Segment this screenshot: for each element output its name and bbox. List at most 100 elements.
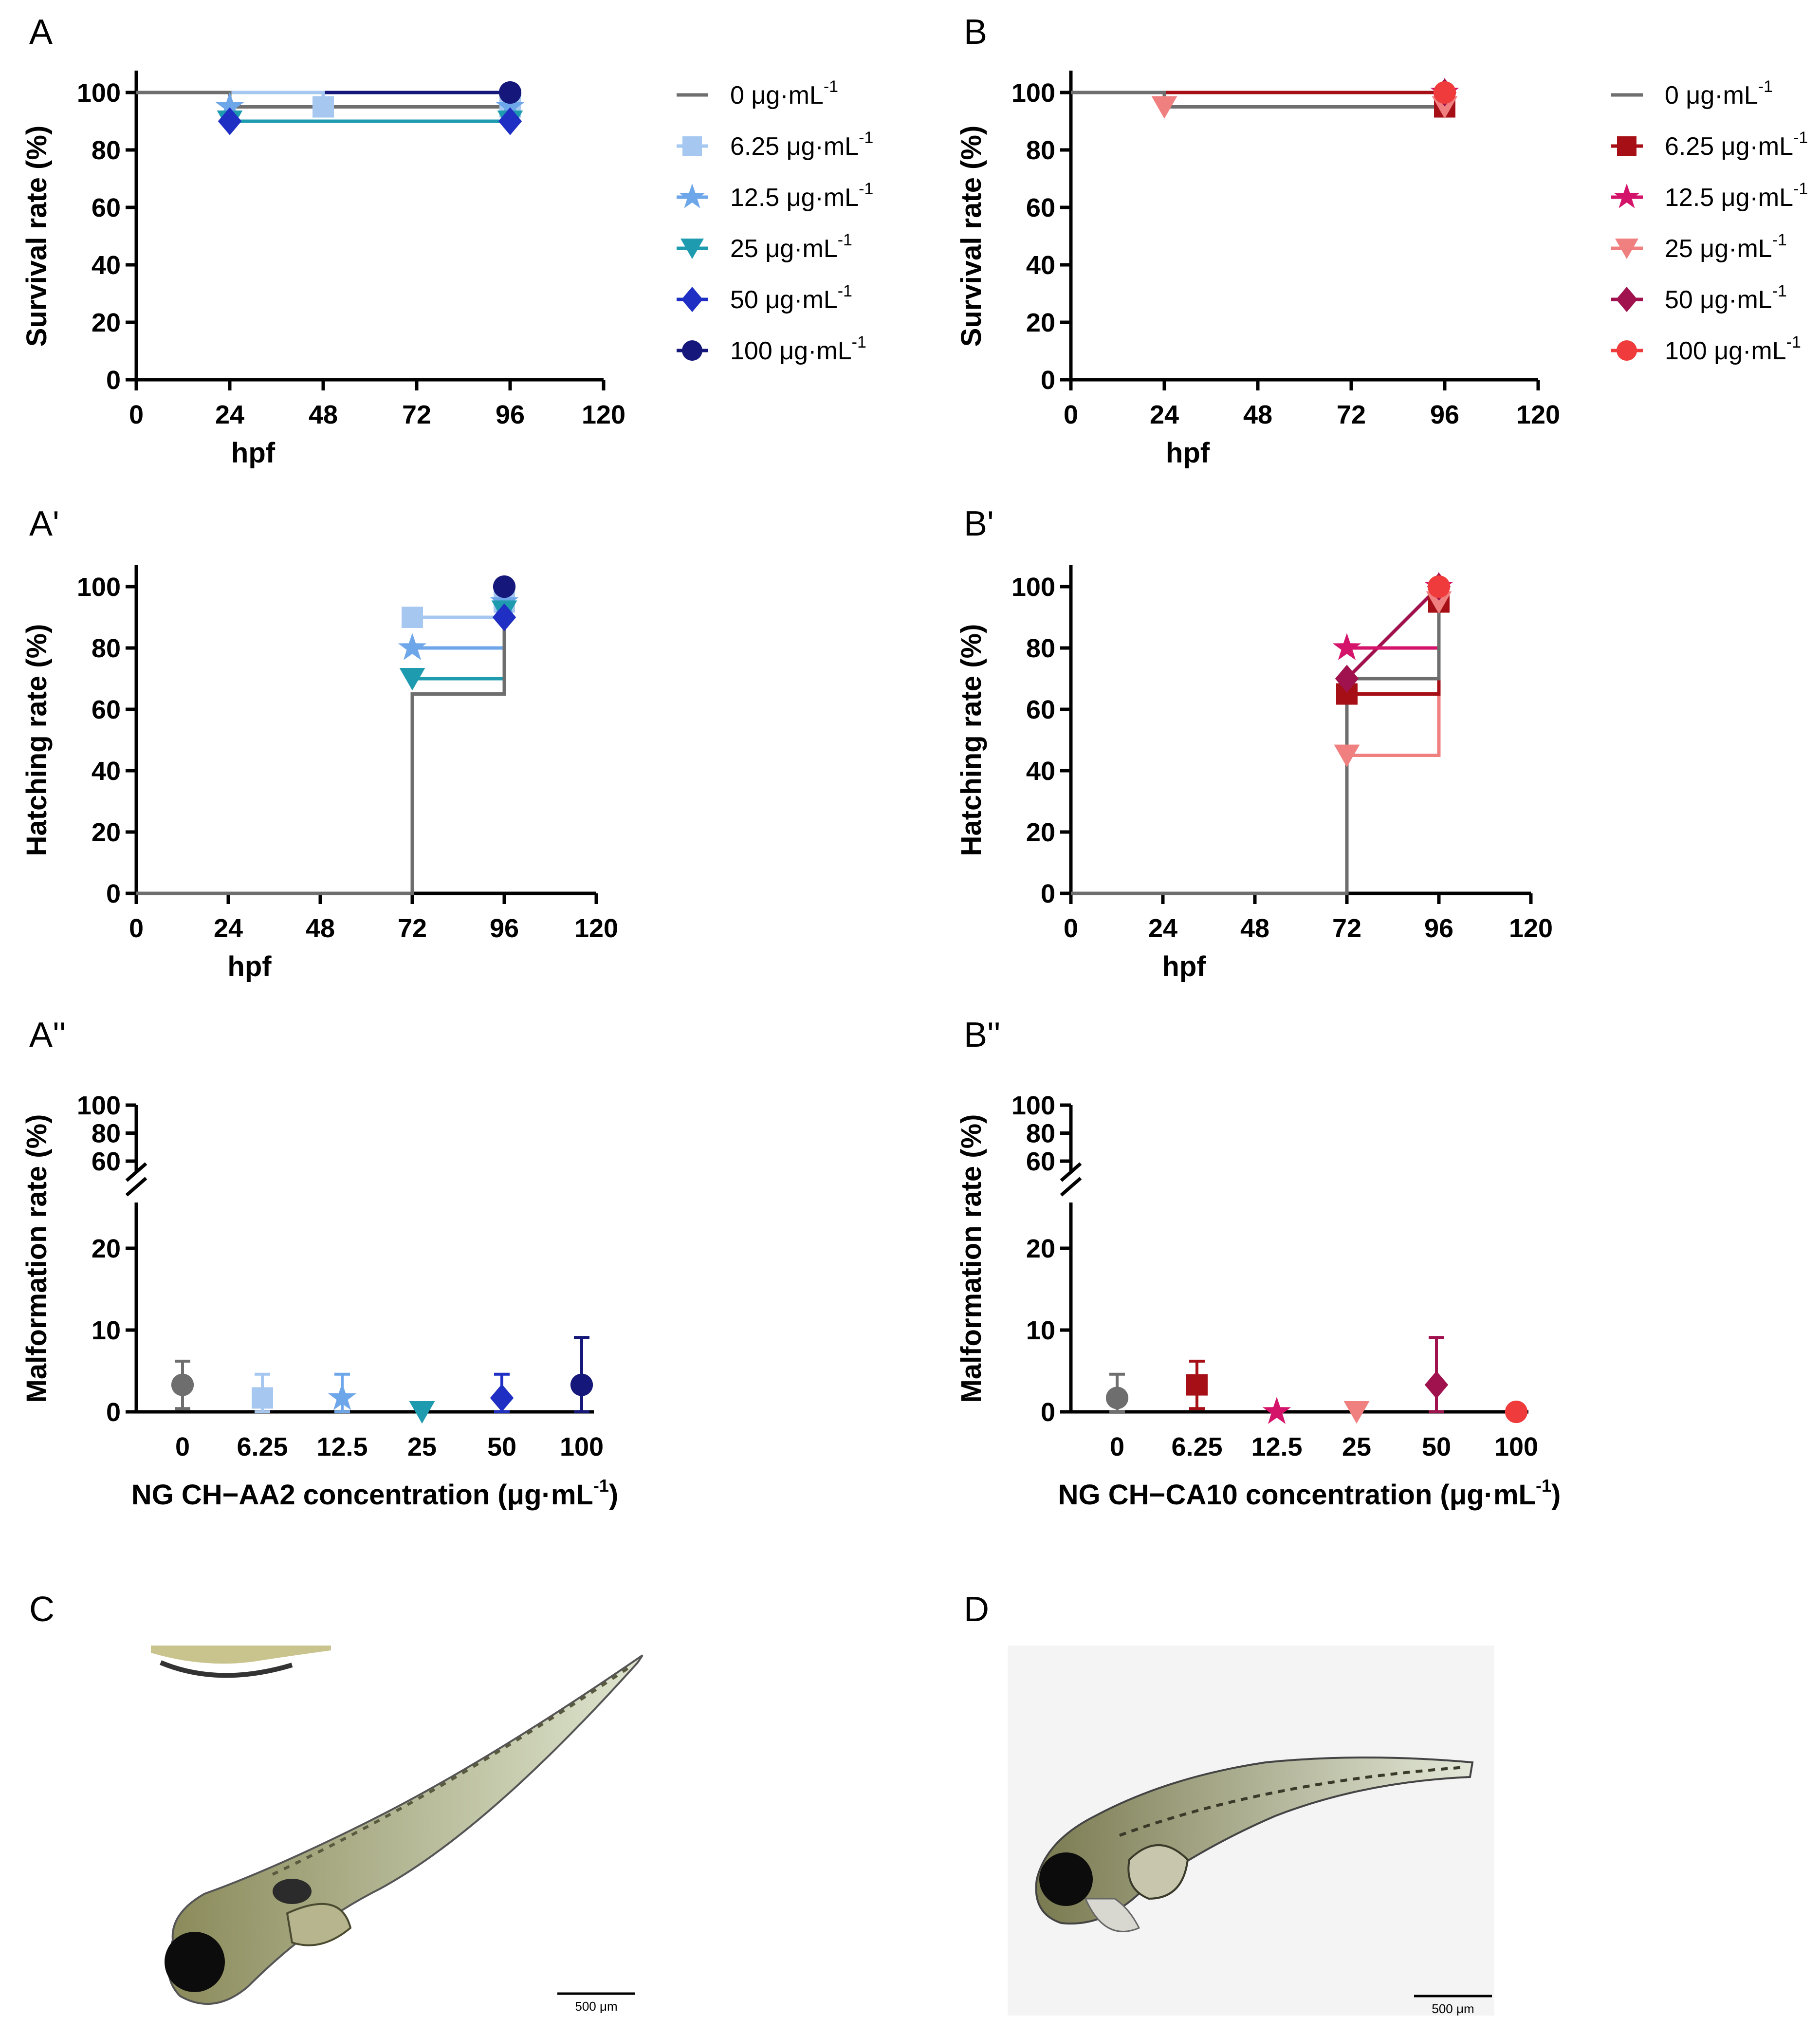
A-marker-4 [218,107,242,135]
A2-data-point-1 [252,1387,273,1409]
B2-data-point-0 [1105,1387,1129,1409]
B2-axes [1069,1202,1528,1414]
A1-xtick-label: 96 [490,914,519,943]
B-legend-marker-2 [1614,184,1640,208]
A-legend-label-5: 100 μg·mL-1 [730,333,866,365]
A1-series-line-1 [412,602,506,619]
B1-xtick-label: 0 [1064,914,1078,943]
B1-xtick-label: 96 [1424,914,1453,943]
B2-xtick-label: 25 [1342,1432,1371,1462]
B1-y-axis-label: Hatching rate (%) [956,624,987,856]
B-legend-marker-4 [1616,287,1637,312]
A-xtick-label: 120 [582,400,625,429]
A2-data-point-0 [171,1373,194,1396]
B2-data-point-5 [1505,1400,1528,1424]
B-xtick-label: 48 [1243,400,1272,429]
B1-marker-5 [1427,575,1451,598]
B-ytick-label: 100 [1011,78,1055,108]
B2-ytick-label: 60 [1026,1147,1055,1176]
panel-label-b-double-prime: B'' [964,1016,1001,1054]
A2-ytick-label: 10 [92,1316,121,1345]
panel-label-b: B [964,13,987,52]
A-ytick-label: 100 [77,78,121,108]
A2-xtick-label: 0 [175,1432,190,1462]
A-xtick-label: 72 [402,400,431,429]
A1-ytick-label: 0 [106,879,121,908]
A2-ytick-label: 80 [92,1119,121,1148]
B2-ytick-label: 20 [1026,1234,1055,1263]
A-ytick-label: 20 [92,308,121,337]
A1-ytick-label: 80 [92,634,121,663]
A2-xtick-label: 6.25 [237,1432,288,1462]
B-marker-3 [1151,96,1177,119]
A-xtick-label: 24 [215,400,244,429]
B-xtick-label: 96 [1430,400,1459,429]
A-xtick-label: 0 [129,400,144,429]
panel-label-a: A [29,13,53,52]
A-ytick-label: 60 [92,193,121,222]
A1-marker-5 [493,575,516,598]
A2-ytick-label: 60 [92,1147,121,1176]
B1-series-line-0 [1071,602,1441,895]
A2-axes [134,1202,594,1414]
B2-ytick-label: 100 [1011,1091,1055,1120]
A2-axis-break-mark [125,1162,147,1182]
A-legend-marker-4 [681,287,703,312]
A2-axis-break-mark [125,1177,147,1197]
B1-series-line-2 [1347,587,1441,650]
B2-axis-break-mark [1060,1177,1082,1197]
B2-ytick-label: 0 [1041,1398,1055,1427]
B1-xtick-label: 24 [1148,914,1177,943]
A1-marker-2 [398,633,427,660]
B1-marker-4 [1335,665,1359,693]
A-ytick-label: 40 [92,251,121,280]
A1-series-line-3 [412,611,506,681]
A-marker-5 [498,81,522,104]
B2-ytick-label: 80 [1026,1119,1055,1148]
B2-axis-break-mark [1060,1162,1082,1182]
panel-label-d: D [964,1590,989,1629]
B-marker-3 [1432,96,1458,119]
B-legend-marker-3 [1615,239,1638,259]
panel-label-b-prime: B' [964,504,994,543]
A-marker-2 [215,92,244,119]
A1-xtick-label: 48 [306,914,335,943]
A-legend-marker-3 [680,239,704,259]
B2-xtick-label: 6.25 [1171,1432,1222,1462]
zebrafish-image-d: 500 μm [1008,1646,1494,2016]
panel-label-c: C [29,1590,55,1629]
A1-series-line-2 [412,602,506,650]
A1-xtick-label: 72 [398,914,427,943]
B-ytick-label: 40 [1026,251,1055,280]
A2-ytick-label: 0 [106,1398,121,1427]
A2-xtick-label: 25 [407,1432,437,1462]
B2-data-point-3 [1343,1401,1370,1424]
A2-data-point-5 [570,1373,593,1396]
A1-marker-3 [399,668,425,691]
A-xtick-label: 96 [496,400,525,429]
A-legend-marker-2 [679,184,705,208]
A-marker-1 [313,96,334,118]
A1-marker-4 [492,603,516,631]
B1-series-line-4 [1345,585,1440,680]
A-legend-label-0: 0 μg·mL-1 [730,77,838,110]
A-legend-label-4: 50 μg·mL-1 [730,282,852,314]
A-axes [134,71,604,382]
A1-ytick-label: 20 [92,818,121,847]
B2-x-axis-label: NG CH−CA10 concentration (μg·mL-1) [1058,1476,1561,1511]
A2-ytick-label: 20 [92,1234,121,1263]
B2-ytick-label: 10 [1026,1316,1055,1345]
A2-data-point-3 [409,1401,435,1424]
B1-ytick-label: 20 [1026,818,1055,847]
B1-ytick-label: 60 [1026,695,1055,724]
B-ytick-label: 20 [1026,308,1055,337]
B-legend-marker-5 [1617,340,1637,361]
B-ytick-label: 60 [1026,193,1055,222]
B-series-line-0 [1071,91,1445,109]
B-y-axis-label: Survival rate (%) [956,126,987,347]
B1-xtick-label: 48 [1240,914,1269,943]
A-ytick-label: 0 [106,366,121,395]
B-marker-5 [1433,81,1456,104]
B-ytick-label: 80 [1026,136,1055,165]
